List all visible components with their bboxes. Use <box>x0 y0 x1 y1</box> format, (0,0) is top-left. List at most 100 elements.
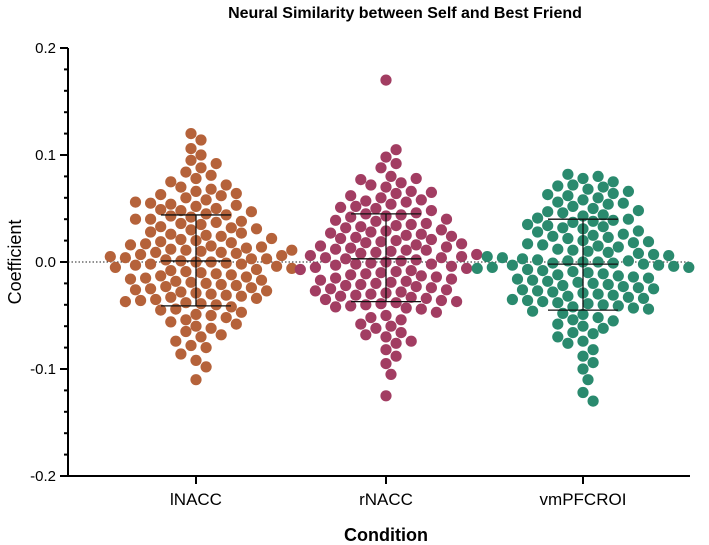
data-point <box>542 220 554 232</box>
data-point <box>286 262 298 274</box>
data-point <box>577 320 589 332</box>
data-point <box>592 170 604 182</box>
data-point <box>195 245 207 257</box>
data-point <box>360 268 372 280</box>
data-point <box>170 335 182 347</box>
data-point <box>119 296 131 308</box>
data-point <box>225 269 237 281</box>
data-point <box>309 285 321 297</box>
data-point <box>200 229 212 241</box>
data-point <box>330 214 342 226</box>
data-point <box>370 277 382 289</box>
y-tick-label: -0.1 <box>30 361 56 378</box>
data-point <box>319 252 332 264</box>
x-axis-label: Condition <box>344 525 428 545</box>
x-tick-label: vmPFCROI <box>540 490 627 509</box>
data-point <box>622 185 635 197</box>
data-point <box>330 272 342 284</box>
data-point <box>445 230 458 242</box>
data-point <box>325 227 337 239</box>
data-point <box>330 243 342 255</box>
data-point <box>592 192 604 204</box>
data-point <box>552 331 564 343</box>
data-point <box>245 253 257 265</box>
data-point <box>261 253 273 265</box>
data-point <box>355 318 367 330</box>
series-rNACC <box>294 74 483 402</box>
data-point <box>380 390 392 402</box>
data-point <box>210 268 222 280</box>
data-point <box>552 297 564 309</box>
data-point <box>175 217 187 230</box>
data-point <box>165 291 177 303</box>
data-point <box>190 374 202 386</box>
data-point <box>375 236 387 248</box>
data-point <box>266 232 278 245</box>
data-point <box>395 327 407 339</box>
data-point <box>230 199 242 211</box>
data-point <box>195 162 207 174</box>
data-point <box>180 297 192 309</box>
data-point <box>607 214 619 226</box>
data-point <box>205 240 217 252</box>
data-point <box>607 257 619 269</box>
data-point <box>205 288 217 300</box>
data-point <box>180 325 192 338</box>
data-point <box>380 344 392 356</box>
error-bar-rNACC <box>351 213 421 303</box>
data-point <box>360 237 372 249</box>
data-point <box>547 257 559 269</box>
data-point <box>537 265 549 277</box>
data-point <box>420 244 432 256</box>
data-point <box>385 170 397 182</box>
data-point <box>602 198 614 210</box>
data-point <box>215 278 227 291</box>
data-point <box>597 268 609 280</box>
data-point <box>325 283 337 295</box>
data-point <box>435 294 447 307</box>
data-point <box>435 252 447 264</box>
data-point <box>155 304 167 316</box>
data-point <box>276 250 288 262</box>
data-point <box>642 236 655 248</box>
data-point <box>129 259 142 271</box>
data-point <box>180 314 192 326</box>
data-point <box>410 172 422 185</box>
data-point <box>335 290 347 302</box>
data-point <box>200 342 212 354</box>
data-point <box>562 337 574 349</box>
x-tick-label: lNACC <box>170 490 222 509</box>
data-point <box>607 176 619 188</box>
data-point <box>165 176 177 188</box>
data-point <box>617 281 629 293</box>
data-point <box>405 265 417 277</box>
y-tick-label: -0.2 <box>30 468 56 485</box>
data-point <box>215 329 227 341</box>
data-point <box>155 221 167 233</box>
data-point <box>370 215 382 227</box>
data-point <box>461 262 473 274</box>
data-point <box>350 258 362 270</box>
data-point <box>420 217 432 230</box>
data-point <box>355 174 367 186</box>
data-point <box>190 172 202 185</box>
data-point <box>365 179 377 191</box>
data-point <box>522 238 534 250</box>
data-point <box>400 229 412 241</box>
data-point <box>345 211 357 223</box>
data-point <box>350 231 362 243</box>
data-point <box>506 259 518 271</box>
data-point <box>425 282 437 294</box>
data-point <box>587 395 599 407</box>
data-point <box>286 244 298 256</box>
data-point <box>135 294 147 307</box>
data-point <box>129 213 142 225</box>
data-point <box>261 285 273 297</box>
data-point <box>355 247 367 259</box>
data-point <box>542 275 554 287</box>
data-point <box>271 260 283 272</box>
data-point <box>557 222 569 234</box>
data-point <box>225 301 237 313</box>
data-point <box>160 281 172 293</box>
data-point <box>562 255 574 267</box>
